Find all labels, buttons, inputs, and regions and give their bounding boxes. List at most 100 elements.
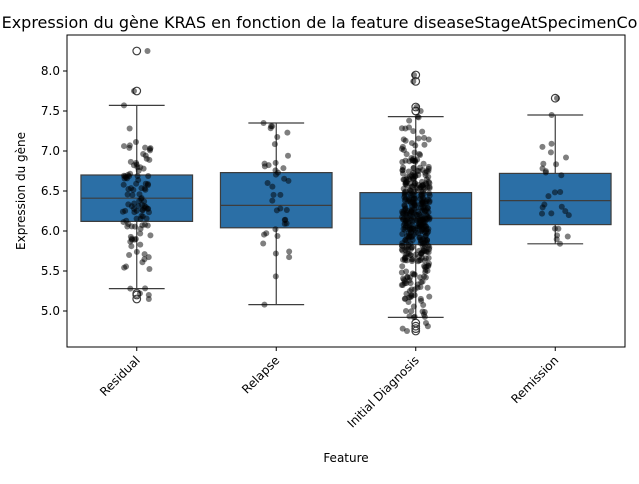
data-point	[403, 290, 410, 297]
data-point	[126, 252, 133, 259]
data-point	[411, 170, 418, 177]
data-point	[286, 248, 293, 255]
data-point	[129, 191, 136, 198]
data-point	[272, 159, 279, 166]
data-point	[424, 196, 431, 203]
data-point	[133, 215, 140, 222]
data-point	[145, 254, 152, 261]
data-point	[418, 251, 425, 258]
data-point	[548, 140, 555, 147]
data-point	[145, 172, 152, 179]
data-point	[548, 210, 555, 217]
data-point	[127, 158, 134, 165]
data-point	[401, 202, 408, 209]
data-point	[410, 78, 417, 85]
data-point	[539, 210, 546, 217]
data-point	[411, 72, 418, 78]
data-point	[140, 165, 147, 172]
data-point	[137, 230, 144, 237]
data-point	[408, 140, 415, 147]
data-point	[403, 232, 410, 239]
data-point	[409, 191, 416, 198]
data-point	[284, 129, 291, 136]
data-point	[121, 143, 128, 150]
data-point	[410, 225, 417, 232]
data-point	[418, 178, 425, 185]
strip-points	[539, 95, 572, 247]
outlier-marker	[411, 324, 421, 334]
data-point	[135, 167, 142, 174]
data-point	[415, 135, 422, 142]
data-point	[562, 208, 569, 215]
data-point	[424, 213, 431, 220]
data-point	[141, 251, 148, 258]
data-point	[402, 157, 409, 164]
data-point	[282, 216, 289, 223]
data-point	[425, 173, 432, 180]
data-point	[411, 157, 418, 164]
data-point	[547, 149, 554, 156]
y-tick-label: 5.5	[41, 264, 60, 278]
data-point	[426, 190, 433, 197]
data-point	[412, 180, 419, 187]
data-point	[399, 263, 406, 270]
data-point	[143, 215, 150, 222]
data-point	[548, 112, 555, 118]
y-tick-label: 7.0	[41, 144, 60, 158]
data-point	[417, 274, 424, 281]
data-point	[124, 191, 131, 198]
data-point	[127, 285, 134, 292]
data-point	[136, 290, 143, 297]
data-point	[411, 313, 418, 320]
data-point	[264, 179, 271, 186]
data-point	[402, 295, 409, 302]
data-point	[272, 273, 279, 280]
chart-title: Expression du gène KRAS en fonction de l…	[2, 13, 638, 32]
data-point	[426, 180, 433, 187]
outlier-marker	[132, 46, 142, 56]
data-point	[126, 144, 133, 151]
data-point	[408, 215, 415, 222]
data-point	[554, 95, 561, 102]
data-point	[145, 182, 152, 189]
plot-area	[80, 46, 612, 336]
strip-points	[260, 120, 293, 308]
y-tick-label: 7.5	[41, 104, 60, 118]
data-point	[142, 144, 149, 151]
data-point	[124, 223, 131, 230]
data-point	[419, 197, 426, 204]
data-point	[539, 143, 546, 150]
data-point	[399, 143, 406, 150]
data-point	[554, 232, 561, 239]
data-point	[398, 269, 405, 276]
data-point	[281, 175, 288, 182]
data-point	[144, 48, 151, 54]
data-point	[420, 301, 427, 308]
data-point	[551, 189, 558, 196]
data-point	[261, 163, 268, 170]
data-point	[411, 271, 418, 278]
data-point	[405, 241, 412, 248]
y-tick-label: 5.0	[41, 304, 60, 318]
data-point	[133, 159, 140, 166]
data-point	[277, 205, 284, 212]
data-point	[261, 301, 268, 308]
data-point	[127, 170, 134, 177]
outlier-marker	[132, 294, 142, 304]
data-point	[277, 191, 284, 198]
data-point	[133, 248, 140, 255]
data-point	[423, 248, 430, 255]
data-point	[120, 102, 127, 109]
y-tick-label: 8.0	[41, 64, 60, 78]
data-point	[146, 265, 153, 272]
data-point	[399, 210, 406, 217]
data-point	[419, 128, 426, 135]
data-point	[128, 243, 135, 250]
y-tick-label: 6.0	[41, 224, 60, 238]
data-point	[423, 227, 430, 234]
data-point	[399, 242, 406, 249]
data-point	[145, 292, 152, 298]
data-point	[417, 284, 424, 291]
